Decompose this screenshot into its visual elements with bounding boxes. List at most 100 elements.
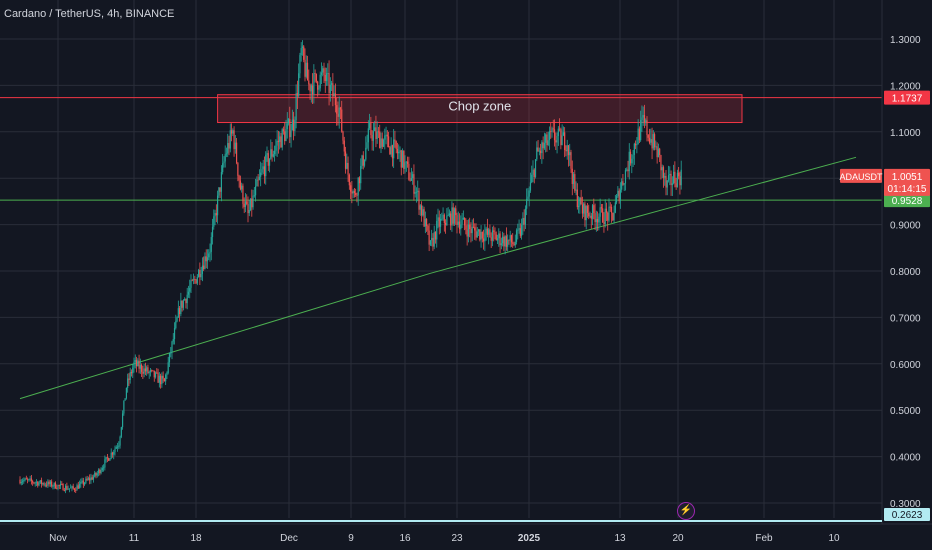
candle-body <box>446 215 448 225</box>
candle-body <box>267 153 269 166</box>
candle-body <box>214 213 216 217</box>
candle-body <box>638 128 640 141</box>
candle-body <box>236 142 238 163</box>
candle-body <box>190 280 192 288</box>
candle-body <box>266 153 268 155</box>
candle-body <box>608 206 610 221</box>
candle-body <box>647 135 649 138</box>
candle-body <box>367 128 369 143</box>
candle-body <box>57 485 59 489</box>
candle-body <box>211 226 214 238</box>
candle-body <box>298 73 300 96</box>
candle-body <box>271 149 273 157</box>
candle-body <box>556 135 558 143</box>
ascending-trendline[interactable] <box>19 156 857 400</box>
candle-body <box>675 183 677 188</box>
candle-body <box>175 321 177 329</box>
candle-body <box>122 413 124 428</box>
candle-body <box>299 55 301 74</box>
candle-body <box>234 142 236 150</box>
candle-body <box>256 179 258 187</box>
candle-body <box>351 191 353 194</box>
candle-body <box>80 481 82 484</box>
candle-body <box>86 478 88 480</box>
candle-body <box>593 205 595 214</box>
candle-body <box>502 236 504 244</box>
candle-body <box>52 486 54 487</box>
candle-body <box>106 457 108 459</box>
candle-body <box>253 195 255 197</box>
candle-body <box>371 135 373 141</box>
candle-body <box>555 140 557 143</box>
candle-body <box>369 122 371 129</box>
candle-body <box>70 487 72 489</box>
candle-body <box>258 176 260 180</box>
chop-zone-box[interactable] <box>217 94 743 124</box>
candle-body <box>438 217 440 227</box>
candle-body <box>366 142 368 148</box>
candle-body <box>210 237 212 252</box>
candle-body <box>458 221 461 230</box>
candle-body <box>423 209 425 227</box>
bottom-marker-tag[interactable] <box>884 508 930 521</box>
candle-body <box>678 172 680 177</box>
candle-body <box>279 136 281 142</box>
candle-body <box>659 148 661 155</box>
candle-body <box>671 183 673 186</box>
candle-body <box>456 215 458 225</box>
candle-body <box>247 204 249 214</box>
candle-body <box>422 209 424 216</box>
candle-body <box>470 229 472 234</box>
candle-body <box>59 483 62 486</box>
candle-body <box>398 151 400 154</box>
candle-body <box>67 488 69 490</box>
candle-body <box>327 73 329 74</box>
candle-body <box>436 220 438 240</box>
candle-body <box>595 218 597 223</box>
candle-body <box>272 154 274 157</box>
candle-body <box>581 204 583 214</box>
candle-body <box>509 235 511 241</box>
current-price-tag[interactable] <box>884 168 930 196</box>
candle-body <box>512 242 514 244</box>
candle-body <box>158 375 160 383</box>
candle-body <box>641 117 643 120</box>
support-price-tag[interactable] <box>884 193 930 208</box>
candle-body <box>217 195 219 216</box>
candle-body <box>572 174 575 184</box>
candle-body <box>44 484 46 486</box>
price-tick-label: 1.1000 <box>890 128 921 139</box>
candle-body <box>600 207 602 209</box>
candle-body <box>564 132 566 151</box>
candle-body <box>547 140 549 146</box>
candle-body <box>643 115 646 123</box>
symbol-tag[interactable] <box>840 168 882 183</box>
candle-body <box>580 197 582 205</box>
candle-body <box>363 159 366 166</box>
candle-body <box>249 198 252 211</box>
candle-body <box>532 169 534 175</box>
candle-body <box>661 167 663 171</box>
candle-body <box>480 231 482 240</box>
candle-body <box>104 459 106 468</box>
candle-body <box>655 146 657 148</box>
candle-body <box>408 163 410 180</box>
candle-body <box>257 179 259 181</box>
candle-body <box>598 216 600 223</box>
candle-body <box>460 224 462 230</box>
candle-body <box>357 177 359 196</box>
candle-body <box>623 183 625 185</box>
candle-body <box>464 217 466 226</box>
candle-body <box>218 187 220 196</box>
candle-body <box>442 214 444 219</box>
time-tick-label: Dec <box>280 533 298 544</box>
candle-body <box>143 368 145 374</box>
symbol-tag-label: ADAUSDT <box>839 172 883 182</box>
resistance-price-tag[interactable] <box>884 90 930 105</box>
candle-body <box>540 150 542 154</box>
lightning-icon[interactable]: ⚡ <box>677 502 695 520</box>
candle-body <box>407 161 409 164</box>
candle-body <box>203 265 205 270</box>
